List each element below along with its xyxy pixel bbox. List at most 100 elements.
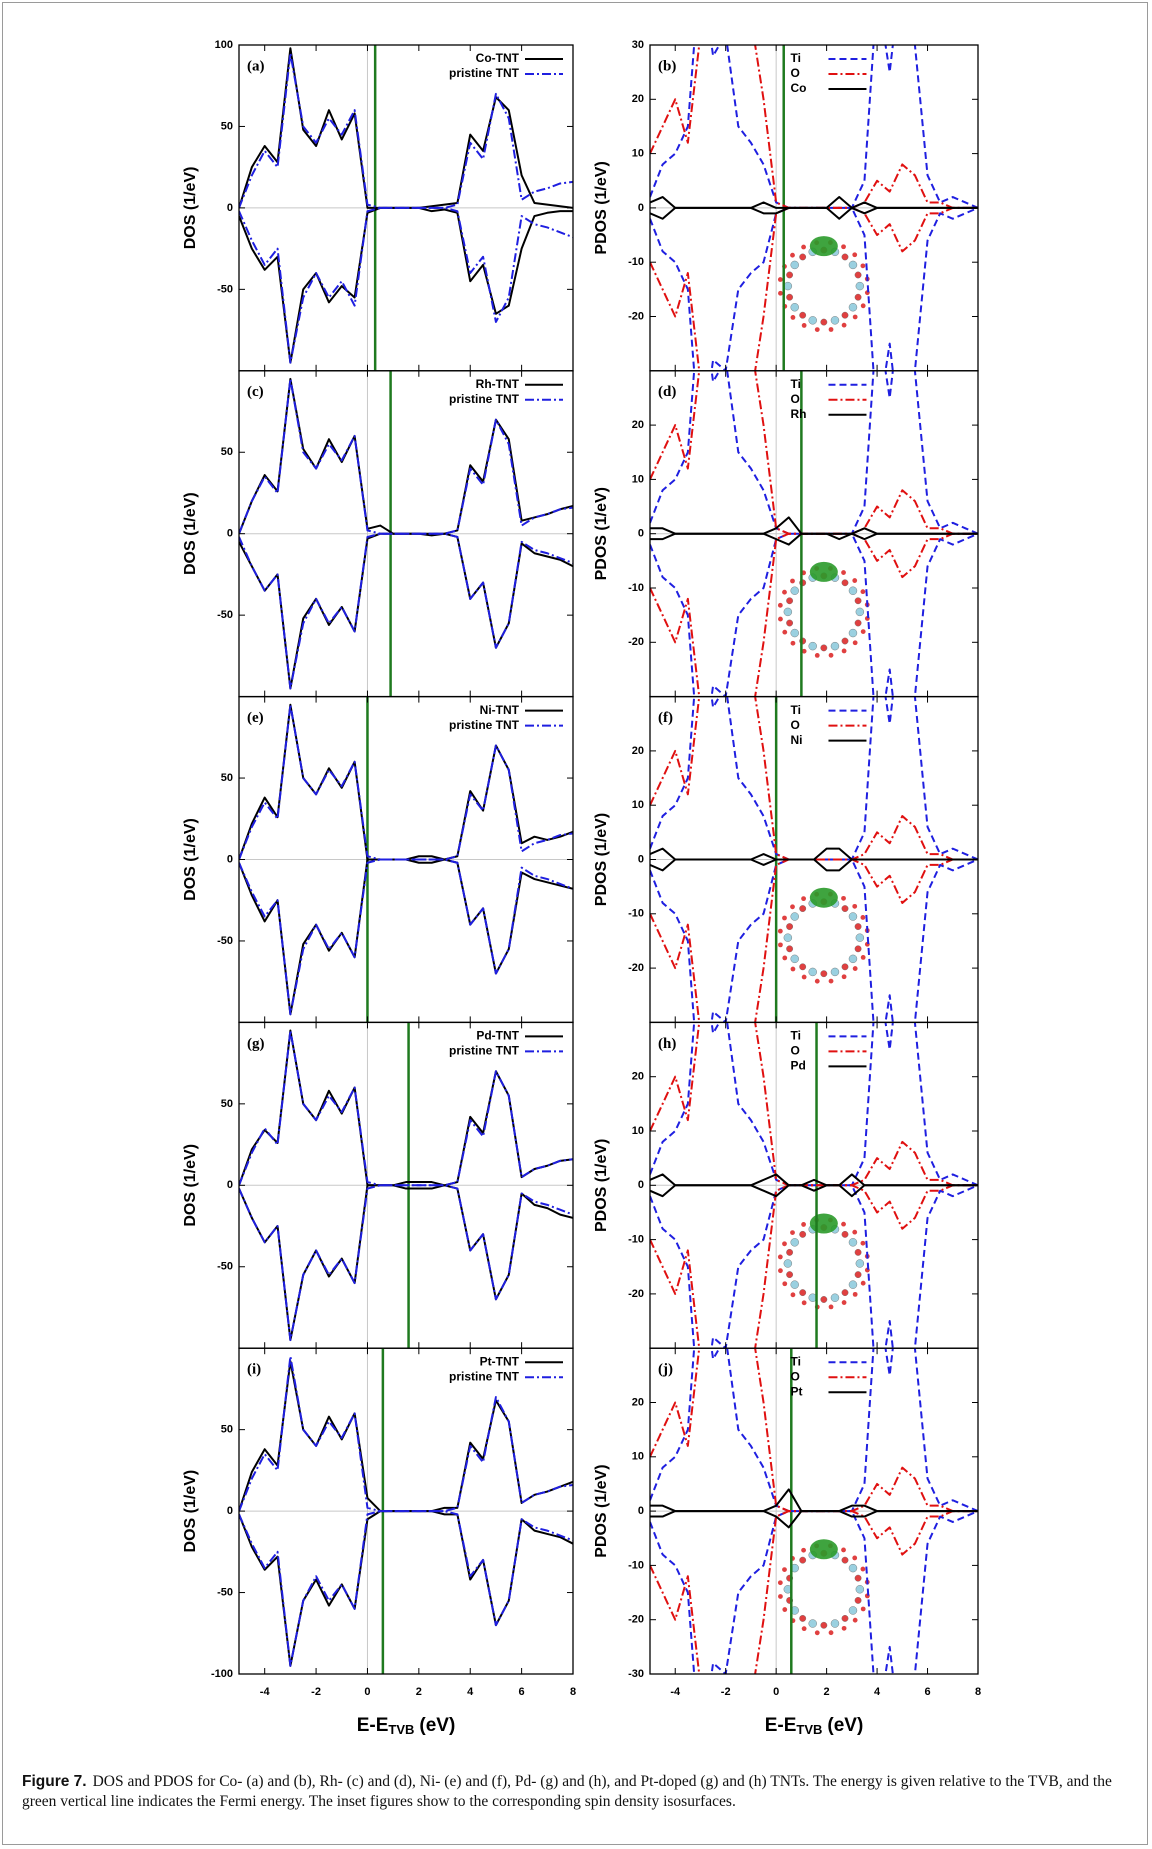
inset-atom: [791, 315, 796, 320]
dos-line: [239, 208, 573, 363]
inset-atom: [790, 904, 795, 909]
inset-atom: [799, 964, 805, 970]
dos-line: [239, 208, 573, 363]
x-axis-label-main: E-E: [765, 1715, 797, 1736]
legend-label: O: [790, 718, 799, 732]
inset-atom: [852, 1556, 857, 1561]
legend-label: O: [790, 392, 799, 406]
inset-atom: [841, 1548, 846, 1553]
inset-atom: [842, 1300, 847, 1305]
x-axis-label-sub: TVB: [388, 1722, 414, 1737]
inset-atom: [791, 967, 796, 972]
inset-atom: [809, 642, 817, 650]
dos-line: [650, 1511, 978, 1527]
inset-atom: [821, 1622, 827, 1628]
inset-atom: [829, 979, 834, 984]
inset-atom: [855, 1249, 861, 1255]
inset-atom: [791, 1292, 796, 1297]
y-axis-label: PDOS (1/eV): [593, 487, 610, 580]
y-tick-label: 0: [638, 1505, 644, 1517]
legend-label: O: [790, 66, 799, 80]
inset-atom: [821, 645, 827, 651]
panel-label: (i): [247, 1362, 261, 1378]
inset-atom: [842, 254, 848, 260]
dos-line: [650, 1267, 978, 1511]
y-tick-label: -50: [217, 609, 233, 621]
plot-area: [239, 697, 573, 1023]
panel-label: (c): [247, 384, 264, 400]
inset-atom: [853, 1618, 858, 1623]
inset-atom: [791, 955, 799, 963]
inset-atom: [799, 254, 805, 260]
inset-atom: [849, 955, 857, 963]
inset-atom: [809, 968, 817, 976]
inset-atom: [782, 630, 787, 635]
legend-label: Rh: [790, 407, 806, 421]
inset-atom: [842, 1615, 848, 1621]
inset-atom: [791, 1238, 799, 1246]
dos-line: [239, 534, 573, 689]
inset-atom: [778, 942, 783, 947]
inset-atom: [799, 905, 805, 911]
inset-atom: [852, 904, 857, 909]
dos-line: [650, 1185, 978, 1196]
inset-atom: [853, 1292, 858, 1297]
x-axis-label: E-ETVB(eV): [765, 1715, 864, 1737]
inset-atom: [782, 1607, 787, 1612]
inset-atom: [784, 934, 792, 942]
dos-line: [239, 1185, 573, 1340]
inset-atom: [853, 315, 858, 320]
inset-atom: [861, 1241, 866, 1246]
inset-atom: [778, 1594, 783, 1599]
panel-label: (b): [658, 58, 676, 74]
inset-atom: [784, 608, 792, 616]
y-axis-label: DOS (1/eV): [182, 1470, 199, 1553]
inset-atom: [791, 587, 799, 595]
inset-atom: [855, 946, 861, 952]
inset-atom: [853, 966, 858, 971]
legend-label: pristine TNT: [449, 66, 520, 80]
panel-label: (h): [658, 1036, 676, 1052]
dos-line: [239, 1031, 573, 1186]
panel: -50050DOS (1/eV)(e)Ni-TNTpristine TNT: [182, 697, 573, 1023]
inset-atom: [815, 327, 820, 332]
inset-atom: [799, 1231, 805, 1237]
dos-line: [239, 1511, 573, 1666]
y-tick-label: 100: [215, 39, 233, 51]
inset-atom: [842, 974, 847, 979]
inset-atom: [790, 1230, 795, 1235]
y-tick-label: -20: [628, 636, 644, 648]
legend-label: pristine TNT: [449, 392, 520, 406]
legend-label: Pt: [790, 1384, 802, 1398]
inset-atom: [861, 955, 866, 960]
inset-atom: [782, 1567, 787, 1572]
inset-atom: [842, 638, 848, 644]
inset-atom: [852, 1230, 857, 1235]
inset-atom: [842, 964, 848, 970]
inset-atom: [778, 1580, 783, 1585]
y-tick-label: -20: [628, 962, 644, 974]
inset-atom: [842, 312, 848, 318]
dos-line: [650, 317, 978, 534]
y-tick-label: -10: [628, 1234, 644, 1246]
inset-atom: [799, 312, 805, 318]
dos-line: [239, 48, 573, 208]
y-tick-label: -10: [628, 908, 644, 920]
panel-label: (d): [658, 384, 676, 400]
inset-atom: [829, 653, 834, 658]
inset-atom: [821, 970, 827, 976]
x-tick-label: 4: [874, 1686, 881, 1698]
inset-atom: [831, 1294, 839, 1302]
inset-atom: [782, 916, 787, 921]
inset-atom: [855, 272, 861, 278]
inset-atom: [856, 282, 864, 290]
inset-atom: [856, 608, 864, 616]
inset-atom: [856, 934, 864, 942]
legend-label: Ti: [790, 51, 800, 65]
legend-label: Ni: [790, 733, 802, 747]
inset-atom: [790, 579, 795, 584]
inset-atom: [791, 1281, 799, 1289]
legend-label: Ti: [790, 377, 800, 391]
y-tick-label: -30: [628, 1668, 644, 1680]
